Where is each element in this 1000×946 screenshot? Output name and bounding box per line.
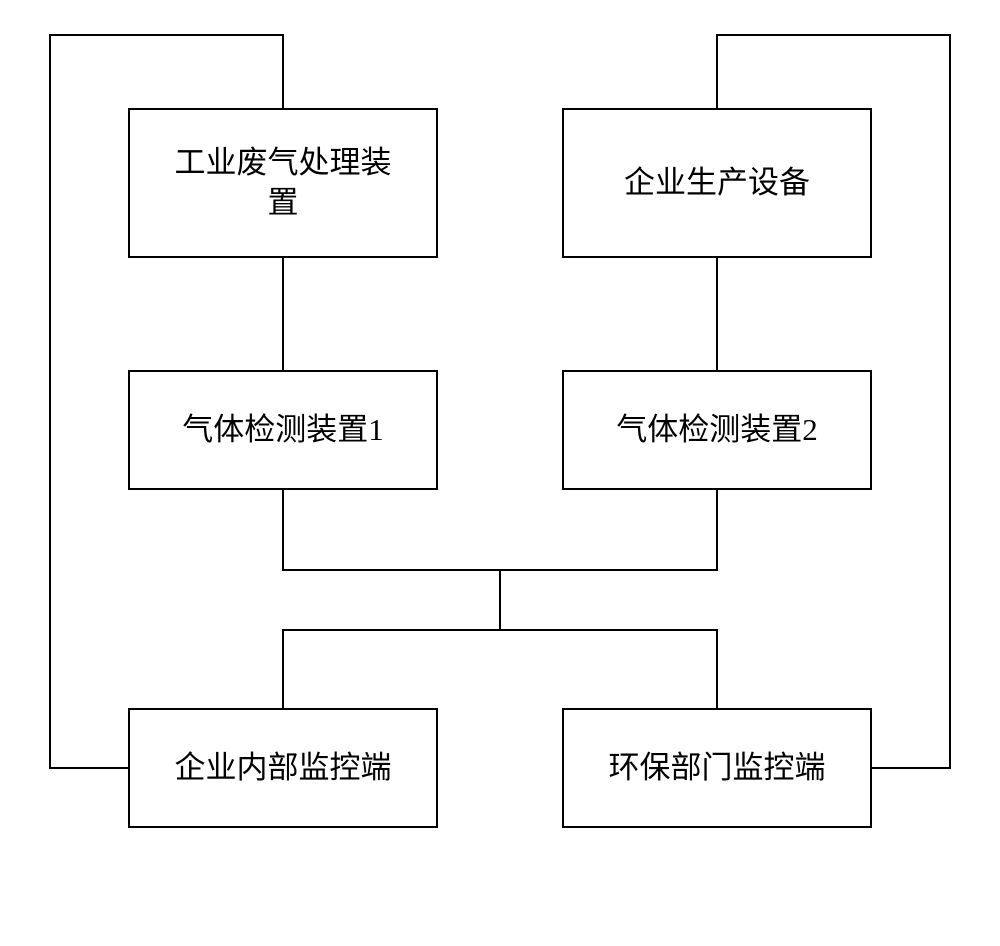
edge — [283, 490, 500, 570]
node-gas-detect-2: 气体检测装置2 — [562, 370, 872, 490]
edge — [283, 630, 500, 708]
node-production-equip: 企业生产设备 — [562, 108, 872, 258]
edge — [500, 490, 717, 570]
node-gas-detect-1: 气体检测装置1 — [128, 370, 438, 490]
flowchart-canvas: 工业废气处理装置 企业生产设备 气体检测装置1 气体检测装置2 企业内部监控端 … — [0, 0, 1000, 946]
node-label: 气体检测装置2 — [616, 410, 818, 450]
node-label: 工业废气处理装置 — [175, 143, 392, 224]
node-label: 环保部门监控端 — [609, 748, 826, 788]
node-env-monitor: 环保部门监控端 — [562, 708, 872, 828]
edge — [500, 630, 717, 708]
node-label: 企业内部监控端 — [175, 748, 392, 788]
node-label: 气体检测装置1 — [182, 410, 384, 450]
node-label: 企业生产设备 — [624, 163, 810, 203]
node-waste-treatment: 工业废气处理装置 — [128, 108, 438, 258]
node-internal-monitor: 企业内部监控端 — [128, 708, 438, 828]
